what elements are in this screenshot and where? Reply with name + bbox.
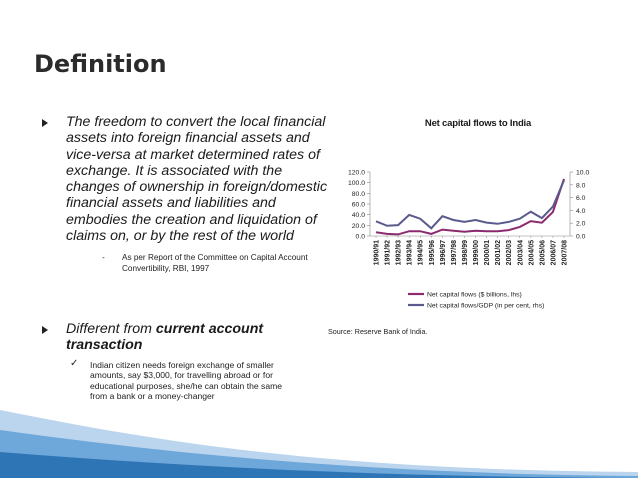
x-tick-label: 2007/08 (562, 240, 569, 265)
chart-title: Net capital flows to India (424, 118, 532, 129)
y-right-tick-label: 6.0 (576, 195, 586, 202)
y-right-tick-label: 2.0 (576, 221, 586, 228)
wave-band-dark (0, 452, 638, 478)
x-tick-label: 1992/93 (396, 240, 403, 265)
x-tick-label: 2001/02 (495, 240, 502, 265)
y-right-tick-label: 0.0 (576, 234, 586, 241)
x-tick-label: 1990/91 (374, 240, 381, 265)
series-line-2 (375, 179, 565, 230)
y-right-tick-label: 10.0 (576, 170, 589, 177)
x-tick-label: 2005/06 (539, 240, 546, 265)
legend-label-1: Net capital flows ($ billions, lhs) (427, 292, 522, 299)
chart-canvas: 120.0 100.0 80.0 60.0 40.0 20.0 0.0 10.0 8.0 6.0 4… (348, 170, 589, 310)
y-left-tick-label: 20.0 (352, 223, 365, 230)
x-tick-label: 1997/98 (451, 240, 458, 265)
definition-text: The freedom to convert the local financi… (66, 114, 328, 245)
bullet-item-definition: The freedom to convert the local financi… (38, 114, 328, 274)
y-left-tick-label: 40.0 (352, 212, 365, 219)
slide-title: Definition (34, 50, 167, 78)
chart-source: Source: Reserve Bank of India. (328, 327, 428, 336)
x-tick-label: 1991/92 (385, 240, 392, 265)
x-tick-label: 1996/97 (440, 240, 447, 265)
difference-bold: current account transaction (66, 321, 264, 354)
y-left-tick-label: 0.0 (356, 234, 366, 241)
y-left-tick-label: 80.0 (352, 191, 365, 198)
x-tick-label: 1998/99 (462, 240, 469, 265)
x-tick-label: 1999/00 (473, 240, 480, 265)
x-tick-label: 2004/05 (528, 240, 535, 265)
dash-marker: - (102, 253, 105, 263)
example-text: Indian citizen needs foreign exchange of… (90, 359, 283, 402)
series-line-1 (375, 178, 565, 236)
x-tick-label: 2003/04 (517, 240, 524, 265)
x-tick-label: 1995/96 (429, 240, 436, 265)
x-tick-label: 2000/01 (484, 240, 491, 265)
decorative-waves (0, 410, 638, 478)
example-note: ✓ Indian citizen needs foreign exchange … (70, 358, 300, 402)
bullet-item-difference: Different from current account transacti… (38, 321, 328, 402)
y-right-tick-label: 4.0 (576, 208, 586, 215)
y-left-tick-label: 60.0 (352, 202, 365, 209)
x-tick-label: 1994/95 (418, 240, 425, 265)
checkmark-icon: ✓ (70, 357, 79, 369)
y-left-tick-label: 100.0 (348, 180, 365, 187)
y-right-tick-label: 8.0 (576, 182, 586, 189)
bullet-arrow-icon (42, 326, 48, 334)
legend-label-2: Net capital flows/GDP (in per cent, rhs) (427, 303, 544, 310)
difference-text: Different from current account transacti… (66, 321, 328, 354)
y-left-tick-label: 120.0 (348, 170, 365, 177)
x-tick-label: 2002/03 (506, 240, 513, 265)
bullet-arrow-icon (42, 119, 48, 127)
x-tick-label: 2006/07 (550, 240, 557, 265)
definition-citation: - As per Report of the Committee on Capi… (102, 253, 312, 274)
citation-text: As per Report of the Committee on Capita… (122, 253, 308, 273)
capital-flows-chart: Net capital flows to India 120.0 100.0 80.… (328, 100, 628, 340)
difference-prefix: Different from (66, 321, 156, 337)
x-tick-label: 1993/94 (407, 240, 414, 265)
